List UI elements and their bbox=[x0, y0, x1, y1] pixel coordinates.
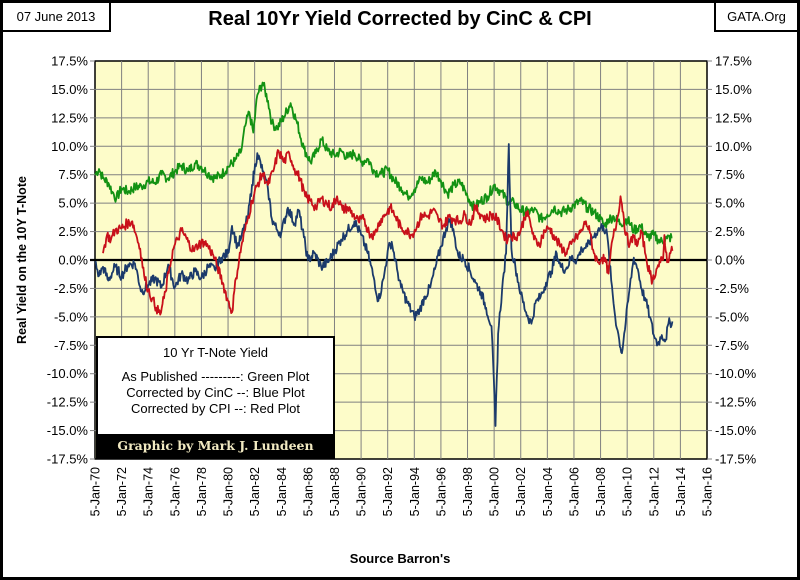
x-tick-label: 5-Jan-82 bbox=[248, 467, 262, 516]
y-tick-label-left: 7.5% bbox=[58, 167, 88, 182]
chart-title: Real 10Yr Yield Corrected by CinC & CPI bbox=[208, 8, 592, 30]
legend-item-red: Corrected by CPI --: Red Plot bbox=[130, 401, 301, 416]
y-tick-label-left: 15.0% bbox=[51, 82, 88, 97]
x-tick-label: 5-Jan-86 bbox=[301, 467, 315, 516]
site-label: GATA.Org bbox=[714, 3, 797, 32]
y-tick-label-left: -2.5% bbox=[54, 281, 88, 296]
y-axis-left: 17.5% 15.0% 12.5% 10.0% 7.5% 5.0% 2.5% 0.0% -2.5… bbox=[47, 54, 95, 467]
x-axis: 5-Jan-70 5-Jan-72 5-Jan-74 5-Jan-76 5-Jan-78… bbox=[89, 467, 715, 516]
legend-item-blue: Corrected by CinC --: Blue Plot bbox=[126, 385, 305, 400]
series-line-blue bbox=[94, 143, 674, 427]
x-tick-label: 5-Jan-84 bbox=[275, 467, 289, 516]
y-tick-label-right: -5.0% bbox=[715, 309, 749, 324]
y-tick-label-right: 15.0% bbox=[715, 82, 752, 97]
y-tick-label-left: -17.5% bbox=[47, 452, 89, 467]
x-tick-label: 5-Jan-78 bbox=[195, 467, 209, 516]
x-tick-label: 5-Jan-70 bbox=[89, 467, 103, 516]
x-tick-label: 5-Jan-14 bbox=[674, 467, 688, 516]
y-tick-label-left: -12.5% bbox=[47, 395, 89, 410]
x-tick-label: 5-Jan-80 bbox=[222, 467, 236, 516]
y-tick-label-left: -10.0% bbox=[47, 366, 89, 381]
y-tick-label-right: -17.5% bbox=[715, 452, 757, 467]
x-tick-label: 5-Jan-76 bbox=[168, 467, 182, 516]
x-tick-label: 5-Jan-88 bbox=[328, 467, 342, 516]
legend-box: 10 Yr T-Note Yield As Published --------… bbox=[96, 336, 335, 434]
x-tick-label: 5-Jan-90 bbox=[355, 467, 369, 516]
x-tick-label: 5-Jan-06 bbox=[567, 467, 581, 516]
credit-banner: Graphic by Mark J. Lundeen bbox=[96, 434, 335, 459]
x-tick-label: 5-Jan-96 bbox=[434, 467, 448, 516]
legend-title: 10 Yr T-Note Yield bbox=[162, 345, 269, 360]
y-tick-label-left: 17.5% bbox=[51, 54, 88, 69]
y-tick-label-left: -15.0% bbox=[47, 423, 89, 438]
y-tick-label-left: 2.5% bbox=[58, 224, 88, 239]
y-tick-label-right: 17.5% bbox=[715, 54, 752, 69]
legend-item-green: As Published ---------: Green Plot bbox=[121, 369, 310, 384]
date-label: 07 June 2013 bbox=[3, 3, 111, 32]
x-tick-label: 5-Jan-98 bbox=[461, 467, 475, 516]
y-tick-label-right: 7.5% bbox=[715, 167, 745, 182]
y-tick-label-right: -2.5% bbox=[715, 281, 749, 296]
x-tick-label: 5-Jan-74 bbox=[142, 467, 156, 516]
y-tick-label-right: -7.5% bbox=[715, 338, 749, 353]
y-tick-label-right: -10.0% bbox=[715, 366, 757, 381]
x-tick-label: 5-Jan-12 bbox=[647, 467, 661, 516]
x-tick-label: 5-Jan-08 bbox=[594, 467, 608, 516]
x-tick-label: 5-Jan-72 bbox=[115, 467, 129, 516]
y-tick-label-right: 5.0% bbox=[715, 196, 745, 211]
y-tick-label-left: 0.0% bbox=[58, 253, 88, 268]
x-axis-label: Source Barron's bbox=[349, 551, 451, 566]
x-tick-label: 5-Jan-04 bbox=[541, 467, 555, 516]
y-tick-label-right: 10.0% bbox=[715, 139, 752, 154]
y-tick-label-left: 12.5% bbox=[51, 110, 88, 125]
y-tick-label-right: 0.0% bbox=[715, 253, 745, 268]
x-tick-label: 5-Jan-92 bbox=[381, 467, 395, 516]
x-tick-label: 5-Jan-94 bbox=[408, 467, 422, 516]
y-tick-label-right: -12.5% bbox=[715, 395, 757, 410]
y-tick-label-left: -7.5% bbox=[54, 338, 88, 353]
series-line-red bbox=[102, 149, 674, 316]
y-axis-label: Real Yield on the 10Y T-Note bbox=[15, 176, 29, 344]
x-tick-label: 5-Jan-00 bbox=[488, 467, 502, 516]
y-tick-label-right: 12.5% bbox=[715, 110, 752, 125]
series-line-green bbox=[94, 81, 673, 245]
x-tick-label: 5-Jan-02 bbox=[514, 467, 528, 516]
y-axis-right: 17.5% 15.0% 12.5% 10.0% 7.5% 5.0% 2.5% 0.0% -2.5… bbox=[707, 54, 757, 467]
y-tick-label-left: -5.0% bbox=[54, 309, 88, 324]
x-tick-label: 5-Jan-16 bbox=[701, 467, 715, 516]
y-tick-label-right: 2.5% bbox=[715, 224, 745, 239]
y-tick-label-left: 10.0% bbox=[51, 139, 88, 154]
x-tick-label: 5-Jan-10 bbox=[621, 467, 635, 516]
series-group bbox=[94, 81, 674, 427]
y-tick-label-left: 5.0% bbox=[58, 196, 88, 211]
y-tick-label-right: -15.0% bbox=[715, 423, 757, 438]
